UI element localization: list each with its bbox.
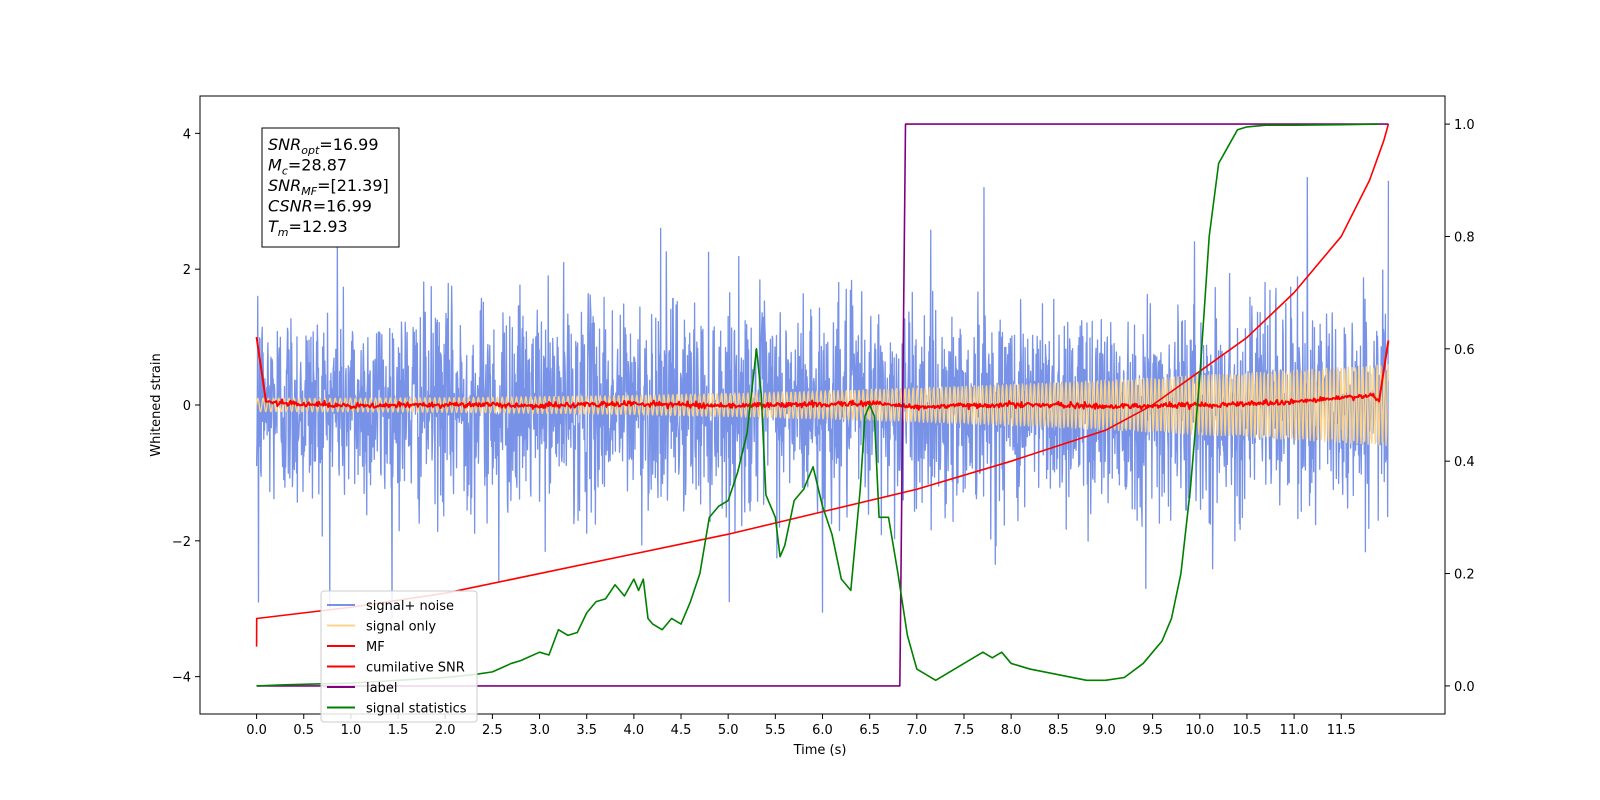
annotation-line: Mc=28.87	[268, 156, 347, 178]
x-tick-label: 0.0	[246, 723, 267, 738]
y-axis-label: Whitened strain	[149, 353, 164, 456]
annotation-line: CSNR=16.99	[268, 197, 372, 216]
x-tick-label: 8.5	[1048, 723, 1069, 738]
annotation-box: SNRopt=16.99Mc=28.87SNRMF=[21.39]CSNR=16…	[261, 127, 400, 248]
x-tick-label: 9.0	[1095, 723, 1116, 738]
annotation-line: SNRMF=[21.39]	[268, 176, 389, 198]
x-tick-label: 1.5	[388, 723, 409, 738]
y-tick-label-left: 0	[183, 399, 191, 414]
x-tick-label: 7.0	[906, 723, 927, 738]
legend-label-signal-only: signal only	[366, 620, 436, 635]
annotation-frame	[261, 127, 400, 248]
x-tick-label: 1.0	[341, 723, 362, 738]
y-tick-label-left: 2	[183, 263, 191, 278]
legend-label-signal-noise: signal+ noise	[366, 599, 454, 614]
y-tick-label-right: 0.2	[1454, 568, 1475, 583]
x-tick-label: 5.5	[765, 723, 786, 738]
y-tick-label-right: 0.4	[1454, 455, 1475, 470]
y-tick-label-right: 0.6	[1454, 343, 1475, 358]
x-tick-label: 5.0	[718, 723, 739, 738]
legend-label-mf: MF	[366, 640, 385, 655]
y-axis-left: −4 −2 0 2 4	[172, 127, 200, 686]
x-tick-label: 11.0	[1280, 723, 1309, 738]
x-axis: 0.0 0.5 1.0 1.5 2.0 2.5 3.0 3.5 4.0 4.5 5.0 5.5 6.0 6…	[246, 714, 1356, 738]
x-tick-label: 4.0	[624, 723, 645, 738]
x-tick-label: 6.5	[859, 723, 880, 738]
x-tick-label: 9.5	[1142, 723, 1163, 738]
legend-label-signal-statistics: signal statistics	[366, 702, 467, 717]
x-tick-label: 0.5	[293, 723, 314, 738]
y-tick-label-right: 1.0	[1454, 118, 1475, 133]
y-tick-label-right: 0.8	[1454, 230, 1475, 245]
y-tick-label-right: 0.0	[1454, 680, 1475, 695]
y-tick-label-left: −4	[172, 671, 191, 686]
y-tick-label-left: 4	[183, 127, 191, 142]
legend-frame	[320, 590, 478, 723]
y-tick-label-left: −2	[172, 535, 191, 550]
x-tick-label: 6.0	[812, 723, 833, 738]
x-tick-label: 8.0	[1001, 723, 1022, 738]
legend-label-label: label	[366, 681, 397, 696]
x-tick-label: 3.5	[576, 723, 597, 738]
x-tick-label: 10.5	[1232, 723, 1261, 738]
x-tick-label: 4.5	[671, 723, 692, 738]
x-tick-label: 7.5	[954, 723, 975, 738]
legend-label-cumilative-snr: cumilative SNR	[366, 661, 465, 676]
x-tick-label: 11.5	[1327, 723, 1356, 738]
x-tick-label: 3.0	[529, 723, 550, 738]
annotation-line: SNRopt=16.99	[268, 135, 379, 157]
x-tick-label: 10.0	[1185, 723, 1214, 738]
series-line-label	[256, 123, 1389, 687]
annotation-line: Tm=12.93	[268, 217, 348, 239]
legend: signal+ noise signal only MF cumilative SNR…	[320, 590, 478, 723]
x-tick-label: 2.0	[435, 723, 456, 738]
series-line-signal-statistics	[256, 123, 1379, 687]
y-axis-right: 0.0 0.2 0.4 0.6 0.8 1.0	[1445, 118, 1475, 695]
x-axis-label: Time (s)	[793, 743, 847, 758]
series-line-mf	[255, 336, 1390, 411]
x-tick-label: 2.5	[482, 723, 503, 738]
